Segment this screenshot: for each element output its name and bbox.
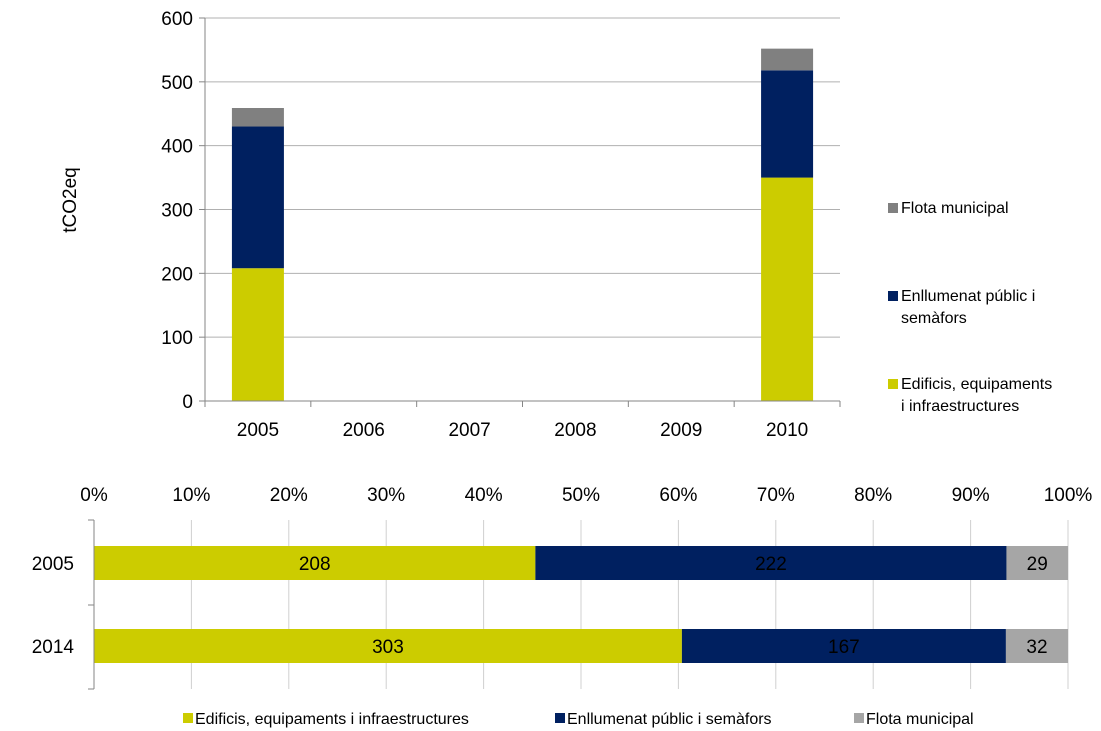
x-tick-label: 70% — [757, 485, 795, 506]
x-tick-label: 2010 — [766, 420, 808, 441]
legend-label: Enllumenat públic i semàfors — [567, 711, 772, 728]
bar-segment — [535, 546, 1007, 580]
legend-label: i infraestructures — [901, 398, 1019, 415]
y-tick-label: 500 — [161, 73, 193, 94]
x-tick-label: 90% — [952, 485, 990, 506]
legend-swatch — [888, 291, 898, 301]
x-tick-label: 10% — [172, 485, 210, 506]
bar-segment — [681, 629, 1006, 663]
bar-segment — [231, 108, 284, 127]
x-tick-label: 40% — [465, 485, 503, 506]
bottom-percent-bar-chart: 208 222 29 303 167 32 0% 10% 20% 30% 40% 50% 60% 70%… — [32, 485, 1093, 728]
data-label: 222 — [755, 554, 787, 575]
x-tick-label: 60% — [659, 485, 697, 506]
top-x-tick-labels: 2005 2006 2007 2008 2009 2010 — [237, 420, 808, 441]
top-gridlines — [205, 17, 840, 338]
y-tick-label: 2005 — [32, 554, 74, 575]
bottom-axes — [88, 519, 95, 690]
bar-segment — [1006, 546, 1068, 580]
x-tick-label: 2005 — [237, 420, 279, 441]
legend-swatch — [854, 713, 864, 723]
top-legend: Flota municipal Enllumenat públic i semàfo… — [888, 200, 1052, 415]
legend-label: Enllumenat públic i — [901, 288, 1035, 305]
bar-segment — [761, 177, 814, 401]
legend-label: Flota municipal — [901, 200, 1009, 217]
bar-segment — [761, 48, 814, 71]
y-axis-label: tCO2eq — [60, 167, 81, 232]
legend-swatch — [183, 713, 193, 723]
x-tick-label: 80% — [854, 485, 892, 506]
bottom-bars: 208 222 29 303 167 32 — [94, 546, 1068, 663]
bottom-legend: Edificis, equipaments i infraestructures… — [183, 711, 974, 728]
x-tick-label: 2006 — [343, 420, 385, 441]
bottom-y-tick-labels: 2005 2014 — [32, 554, 75, 658]
bar-segment — [231, 126, 284, 269]
bottom-gridlines — [190, 520, 1069, 689]
y-tick-label: 300 — [161, 201, 193, 222]
bar-segment — [94, 629, 682, 663]
bar-segment — [1005, 629, 1068, 663]
top-y-tick-labels: 0 100 200 300 400 500 600 — [161, 9, 193, 413]
x-tick-label: 50% — [562, 485, 600, 506]
top-bars — [231, 48, 814, 401]
x-tick-label: 30% — [367, 485, 405, 506]
legend-swatch — [555, 713, 565, 723]
data-label: 303 — [372, 637, 404, 658]
data-label: 167 — [828, 637, 860, 658]
x-tick-label: 0% — [80, 485, 108, 506]
data-label: 208 — [299, 554, 331, 575]
x-tick-label: 2007 — [448, 420, 490, 441]
y-tick-label: 100 — [161, 328, 193, 349]
top-stacked-column-chart: 0 100 200 300 400 500 600 2005 2006 2007 2008 2009… — [60, 9, 1052, 441]
x-tick-label: 2008 — [554, 420, 596, 441]
y-tick-label: 2014 — [32, 637, 75, 658]
bottom-x-tick-labels: 0% 10% 20% 30% 40% 50% 60% 70% 80% 90% 100% — [80, 485, 1092, 506]
legend-label: Flota municipal — [866, 711, 974, 728]
data-label: 29 — [1027, 554, 1048, 575]
data-label: 32 — [1026, 637, 1047, 658]
legend-swatch — [888, 379, 898, 389]
bar-segment — [94, 546, 536, 580]
x-tick-label: 20% — [270, 485, 308, 506]
bar-segment — [761, 70, 814, 178]
x-tick-label: 2009 — [660, 420, 702, 441]
top-axes — [199, 17, 841, 407]
bar-segment — [231, 268, 284, 401]
legend-label: semàfors — [901, 310, 967, 327]
legend-label: Edificis, equipaments i infraestructures — [195, 711, 469, 728]
x-tick-label: 100% — [1044, 485, 1093, 506]
legend-swatch — [888, 203, 898, 213]
y-tick-label: 200 — [161, 264, 193, 285]
y-tick-label: 400 — [161, 137, 193, 158]
y-tick-label: 600 — [161, 9, 193, 30]
y-tick-label: 0 — [182, 392, 193, 413]
legend-label: Edificis, equipaments — [901, 376, 1052, 393]
